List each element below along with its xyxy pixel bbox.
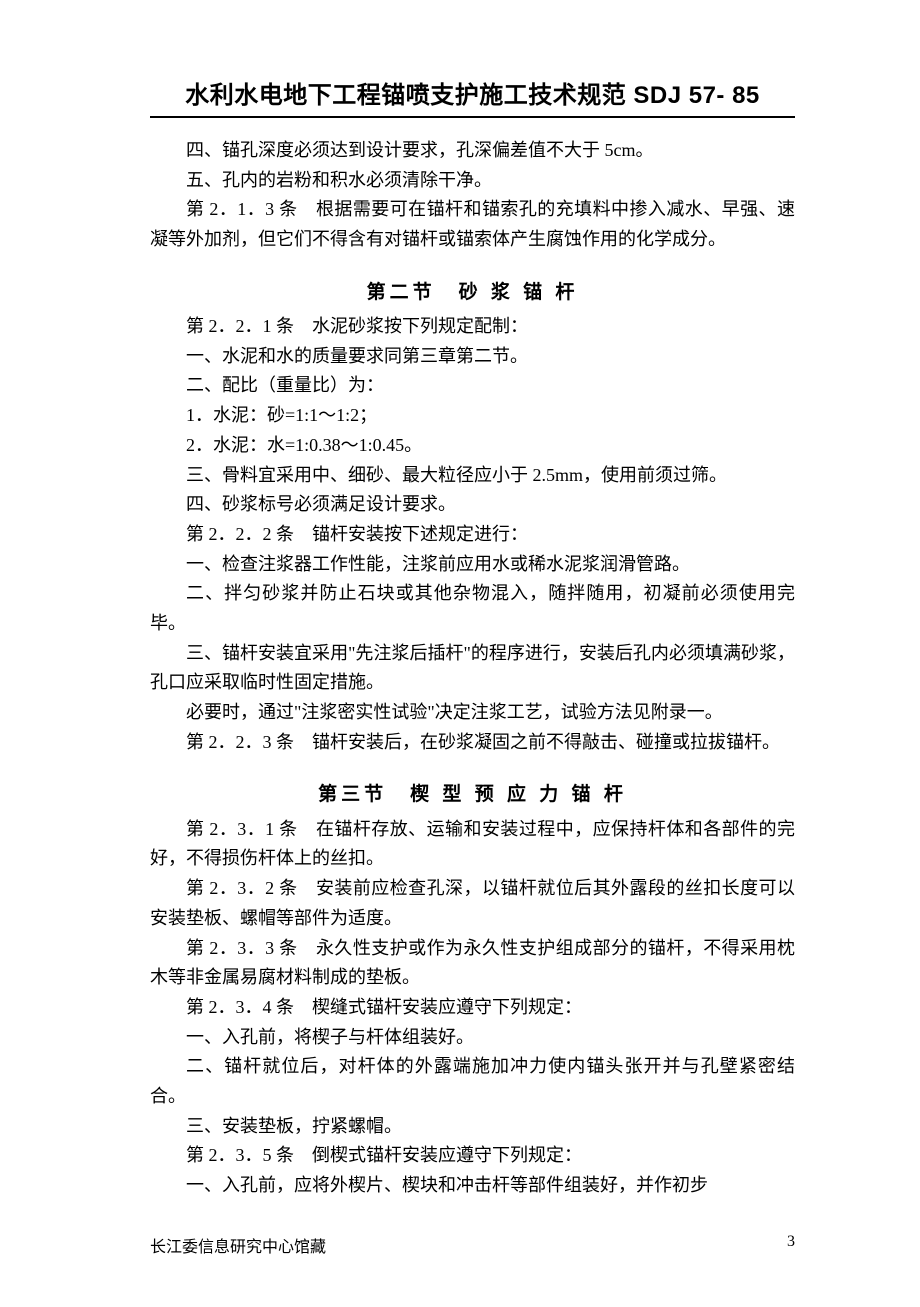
paragraph: 二、拌匀砂浆并防止石块或其他杂物混入，随拌随用，初凝前必须使用完毕。 bbox=[150, 579, 795, 638]
paragraph: 三、锚杆安装宜采用"先注浆后插杆"的程序进行，安装后孔内必须填满砂浆，孔口应采取… bbox=[150, 639, 795, 698]
paragraph: 二、锚杆就位后，对杆体的外露端施加冲力使内锚头张开并与孔壁紧密结合。 bbox=[150, 1052, 795, 1111]
paragraph: 四、锚孔深度必须达到设计要求，孔深偏差值不大于 5cm。 bbox=[150, 136, 795, 166]
paragraph: 第 2．3．4 条 楔缝式锚杆安装应遵守下列规定： bbox=[150, 993, 795, 1023]
document-content: 四、锚孔深度必须达到设计要求，孔深偏差值不大于 5cm。 五、孔内的岩粉和积水必… bbox=[150, 136, 795, 1201]
paragraph: 二、配比（重量比）为： bbox=[150, 371, 795, 401]
paragraph: 一、水泥和水的质量要求同第三章第二节。 bbox=[150, 342, 795, 372]
paragraph: 三、安装垫板，拧紧螺帽。 bbox=[150, 1112, 795, 1142]
paragraph: 第 2．3．1 条 在锚杆存放、运输和安装过程中，应保持杆体和各部件的完好，不得… bbox=[150, 815, 795, 874]
paragraph: 必要时，通过"注浆密实性试验"决定注浆工艺，试验方法见附录一。 bbox=[150, 698, 795, 728]
paragraph: 三、骨料宜采用中、细砂、最大粒径应小于 2.5mm，使用前须过筛。 bbox=[150, 461, 795, 491]
paragraph: 五、孔内的岩粉和积水必须清除干净。 bbox=[150, 166, 795, 196]
section-heading: 第二节 砂 浆 锚 杆 bbox=[150, 277, 795, 308]
paragraph: 1．水泥：砂=1:1～1:2； bbox=[150, 401, 795, 431]
paragraph: 2．水泥：水=1:0.38～1:0.45。 bbox=[150, 431, 795, 461]
paragraph: 第 2．3．3 条 永久性支护或作为永久性支护组成部分的锚杆，不得采用枕木等非金… bbox=[150, 934, 795, 993]
paragraph: 一、检查注浆器工作性能，注浆前应用水或稀水泥浆润滑管路。 bbox=[150, 550, 795, 580]
paragraph: 四、砂浆标号必须满足设计要求。 bbox=[150, 490, 795, 520]
footer-archive-label: 长江委信息研究中心馆藏 bbox=[150, 1233, 326, 1257]
section-heading: 第三节 楔 型 预 应 力 锚 杆 bbox=[150, 779, 795, 810]
document-title: 水利水电地下工程锚喷支护施工技术规范 SDJ 57- 85 bbox=[150, 75, 795, 118]
paragraph: 第 2．3．2 条 安装前应检查孔深，以锚杆就位后其外露段的丝扣长度可以安装垫板… bbox=[150, 874, 795, 933]
paragraph: 第 2．2．2 条 锚杆安装按下述规定进行： bbox=[150, 520, 795, 550]
page-number: 3 bbox=[787, 1233, 795, 1257]
paragraph: 第 2．2．3 条 锚杆安装后，在砂浆凝固之前不得敲击、碰撞或拉拔锚杆。 bbox=[150, 728, 795, 758]
page-footer: 长江委信息研究中心馆藏 3 bbox=[150, 1233, 795, 1257]
paragraph: 第 2．3．5 条 倒楔式锚杆安装应遵守下列规定： bbox=[150, 1141, 795, 1171]
paragraph: 第 2．1．3 条 根据需要可在锚杆和锚索孔的充填料中掺入减水、早强、速凝等外加… bbox=[150, 195, 795, 254]
paragraph: 一、入孔前，应将外楔片、楔块和冲击杆等部件组装好，并作初步 bbox=[150, 1171, 795, 1201]
paragraph: 第 2．2．1 条 水泥砂浆按下列规定配制： bbox=[150, 312, 795, 342]
paragraph: 一、入孔前，将楔子与杆体组装好。 bbox=[150, 1023, 795, 1053]
